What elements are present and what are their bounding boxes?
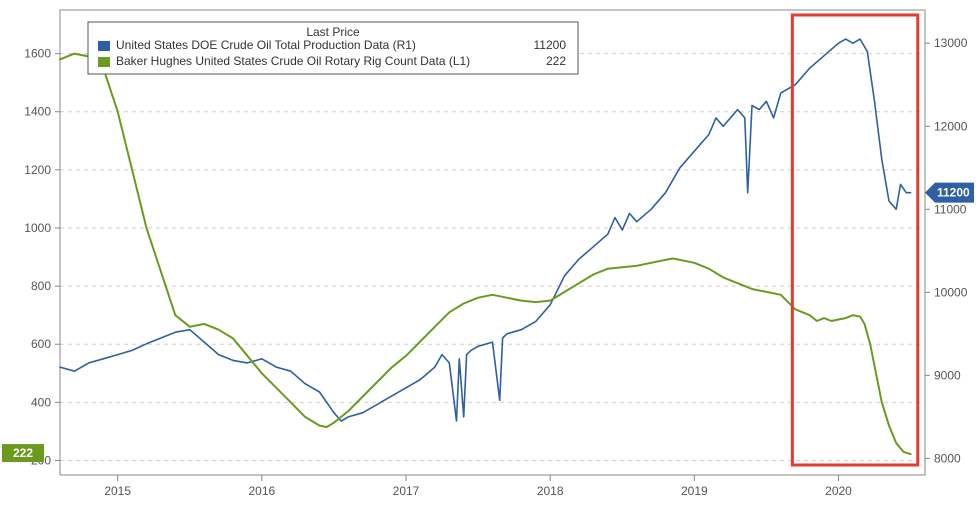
legend-item-label: United States DOE Crude Oil Total Produc… [116,38,416,52]
y-right-tick-label: 13000 [934,36,968,50]
y-left-tick-label: 1200 [24,163,51,177]
chart-container: 2015201620172018201920202004006008001000… [0,0,976,509]
left-axis-badge-text: 222 [13,446,33,460]
legend-item-value: 222 [546,54,566,68]
x-tick-label: 2018 [537,484,564,498]
legend-swatch [98,41,110,51]
legend-swatch [98,57,110,67]
x-tick-label: 2015 [104,484,131,498]
legend-title: Last Price [306,25,360,39]
right-axis-badge-text: 11200 [937,186,970,200]
y-left-tick-label: 400 [31,395,51,409]
x-tick-label: 2019 [681,484,708,498]
chart-svg: 2015201620172018201920202004006008001000… [0,0,976,509]
y-right-tick-label: 9000 [934,368,961,382]
y-right-tick-label: 10000 [934,285,968,299]
y-left-tick-label: 1000 [24,221,51,235]
legend-item-label: Baker Hughes United States Crude Oil Rot… [116,54,470,68]
y-right-tick-label: 12000 [934,119,968,133]
x-tick-label: 2017 [393,484,420,498]
x-tick-label: 2016 [248,484,275,498]
y-left-tick-label: 1600 [24,47,51,61]
y-right-tick-label: 8000 [934,451,961,465]
y-right-tick-label: 11000 [934,202,967,216]
x-tick-label: 2020 [825,484,852,498]
legend-item-value: 11200 [534,38,567,52]
y-left-tick-label: 1400 [24,105,51,119]
y-left-tick-label: 600 [31,337,51,351]
y-left-tick-label: 800 [31,279,51,293]
